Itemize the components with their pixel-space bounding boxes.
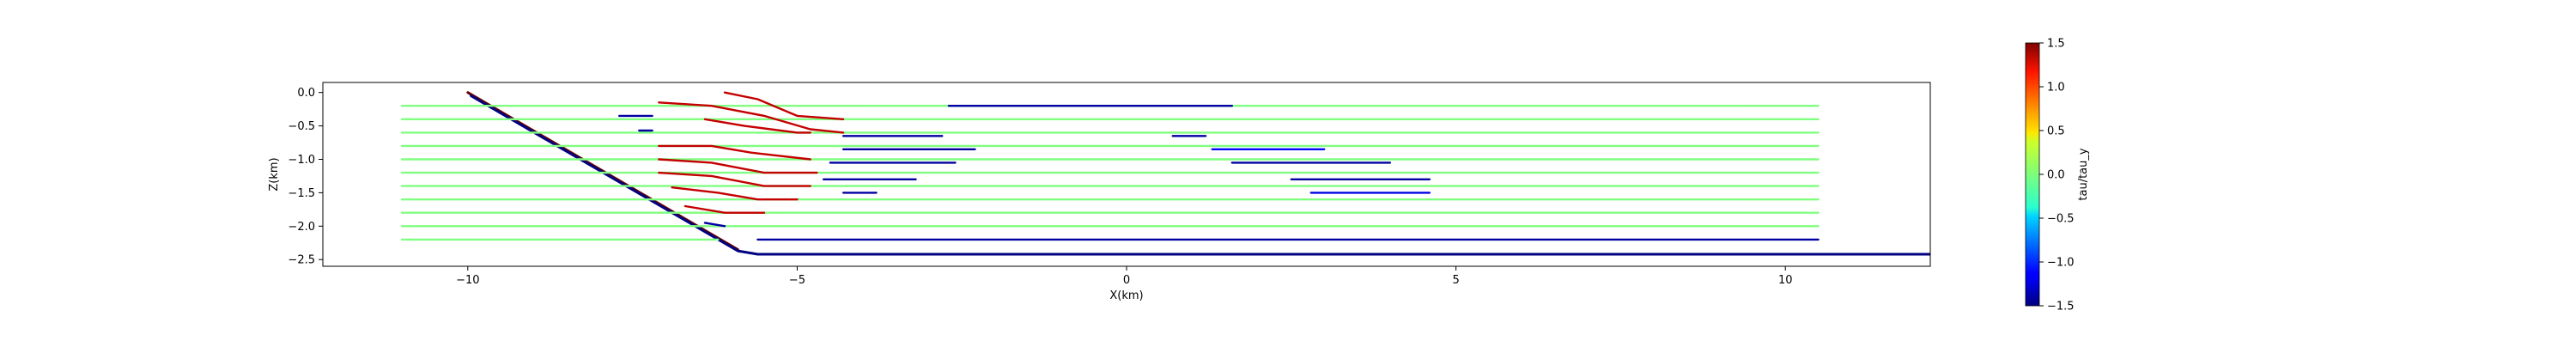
x-tick-label: −10 xyxy=(456,274,479,287)
y-tick-label: −0.5 xyxy=(288,120,315,133)
x-tick-label: 5 xyxy=(1452,274,1459,287)
y-tick-label: −1.5 xyxy=(288,187,315,200)
x-tick-label: 0 xyxy=(1123,274,1130,287)
y-tick-label: 0.0 xyxy=(297,87,315,100)
layer-line-29 xyxy=(671,186,799,201)
colorbar-tick-label: 1.5 xyxy=(2047,38,2065,51)
x-axis-label: X(km) xyxy=(1109,289,1143,302)
y-tick-label: −2.5 xyxy=(288,254,315,267)
layer-line-28 xyxy=(658,171,811,187)
y-tick-label: −2.0 xyxy=(288,221,315,234)
y-tick-label: −1.0 xyxy=(288,154,315,167)
colorbar-tick-label: −1.5 xyxy=(2047,301,2075,314)
layer-line-26 xyxy=(658,144,811,161)
layer-line-31 xyxy=(703,222,726,228)
colorbar-tick-label: 0.5 xyxy=(2047,125,2065,138)
layer-line-27 xyxy=(658,158,818,174)
colorbar-tick-label: −0.5 xyxy=(2047,213,2075,226)
y-axis: 0.0 −0.5 −1.0 −1.5 −2.0 −2.5 xyxy=(288,87,323,267)
colorbar-ticks: 1.5 1.0 0.5 0.0 −0.5 −1.0 −1.5 xyxy=(2039,38,2075,314)
layer-line-25 xyxy=(703,118,811,134)
x-tick-label: 10 xyxy=(1778,274,1793,287)
layer-line-30 xyxy=(683,204,766,214)
colorbar-tick-label: −1.0 xyxy=(2047,257,2075,270)
data-lines xyxy=(400,91,1930,256)
layer-line-24 xyxy=(658,101,845,134)
colorbar xyxy=(2025,42,2040,307)
colorbar-tick-label: 0.0 xyxy=(2047,169,2065,182)
x-tick-label: −5 xyxy=(789,274,805,287)
x-axis: −10 −5 0 5 10 xyxy=(456,266,1792,287)
y-axis-label: Z(km) xyxy=(268,157,281,191)
layer-line-23 xyxy=(723,91,845,121)
colorbar-tick-label: 1.0 xyxy=(2047,82,2065,94)
colorbar-label: tau/tau_y xyxy=(2077,148,2090,200)
